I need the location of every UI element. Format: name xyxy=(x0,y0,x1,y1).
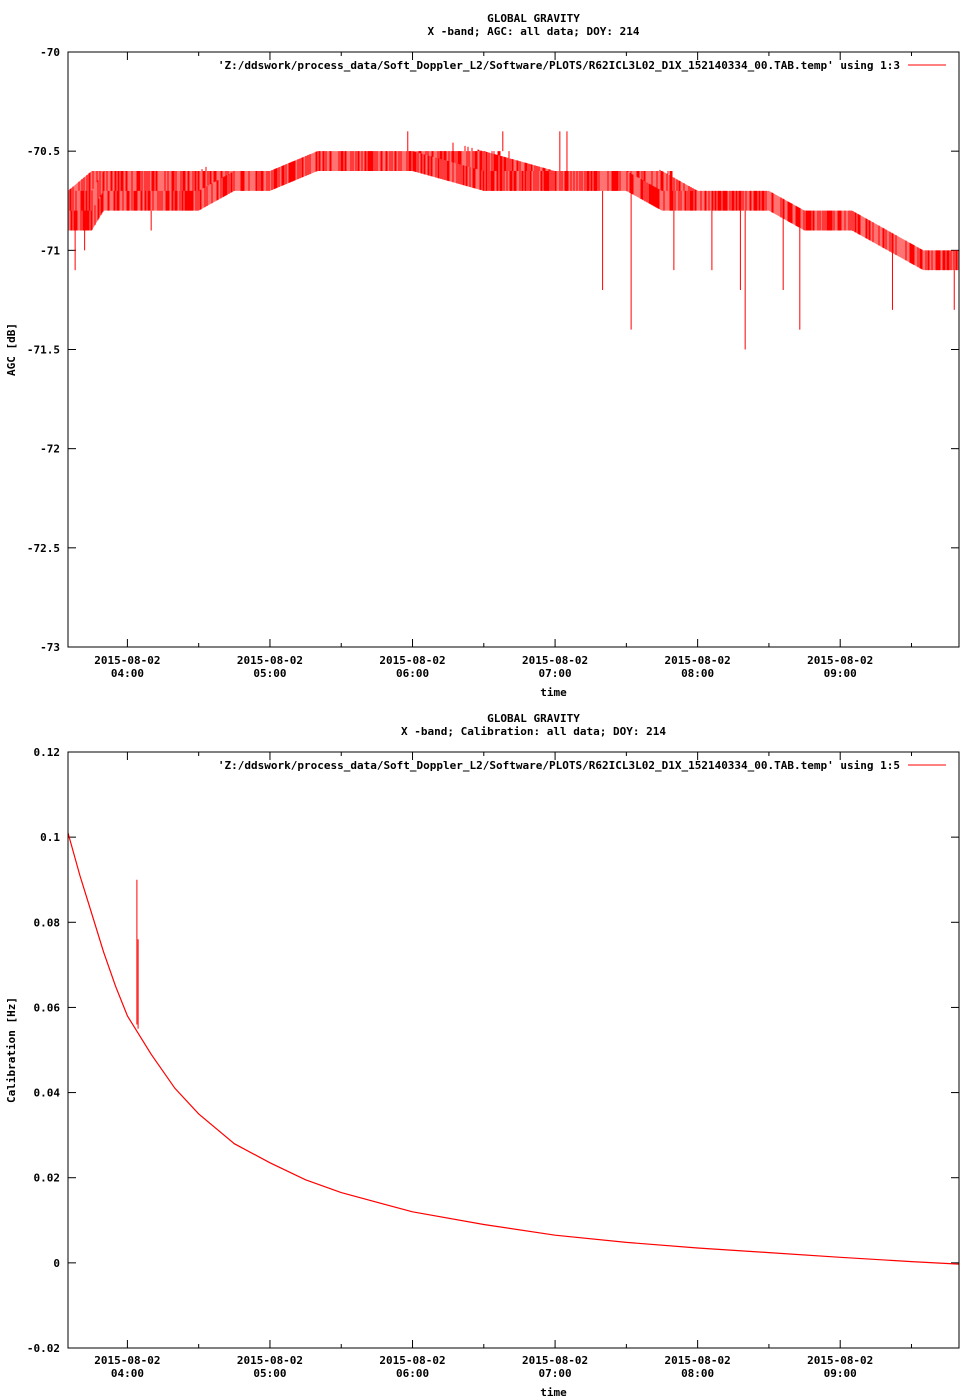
x-tick-date: 2015-08-02 xyxy=(807,654,873,667)
y-tick-label: -71 xyxy=(40,244,60,257)
series-band xyxy=(67,142,959,271)
x-tick-date: 2015-08-02 xyxy=(94,654,160,667)
x-tick-time: 07:00 xyxy=(539,1367,572,1380)
y-tick-label: 0 xyxy=(53,1257,60,1270)
chart-title: GLOBAL GRAVITY xyxy=(487,12,580,25)
y-tick-label: -73 xyxy=(40,641,60,654)
y-tick-label: -72 xyxy=(40,443,60,456)
x-tick-date: 2015-08-02 xyxy=(379,654,445,667)
x-axis-label: time xyxy=(540,1386,567,1399)
y-tick-label: -70.5 xyxy=(27,145,60,158)
plot-frame xyxy=(67,751,960,1349)
y-tick-label: 0.06 xyxy=(34,1001,61,1014)
x-tick-date: 2015-08-02 xyxy=(665,654,731,667)
x-tick-time: 06:00 xyxy=(396,667,429,680)
plot-frame xyxy=(67,51,960,648)
y-tick-label: -72.5 xyxy=(27,542,60,555)
y-tick-label: 0.1 xyxy=(40,831,60,844)
y-tick-label: 0.12 xyxy=(34,746,61,759)
x-axis-label: time xyxy=(540,686,567,699)
x-tick-time: 08:00 xyxy=(681,667,714,680)
y-axis-label: AGC [dB] xyxy=(5,323,18,376)
x-tick-time: 09:00 xyxy=(824,1367,857,1380)
x-tick-date: 2015-08-02 xyxy=(522,1354,588,1367)
legend-label: 'Z:/ddswork/process_data/Soft_Doppler_L2… xyxy=(218,759,900,772)
y-tick-label: 0.08 xyxy=(34,916,61,929)
y-tick-label: 0.02 xyxy=(34,1172,61,1185)
chart-subtitle: X -band; AGC: all data; DOY: 214 xyxy=(428,25,640,38)
x-tick-date: 2015-08-02 xyxy=(522,654,588,667)
x-tick-date: 2015-08-02 xyxy=(665,1354,731,1367)
x-tick-time: 07:00 xyxy=(539,667,572,680)
legend-label: 'Z:/ddswork/process_data/Soft_Doppler_L2… xyxy=(218,59,900,72)
x-tick-date: 2015-08-02 xyxy=(237,654,303,667)
x-tick-time: 09:00 xyxy=(824,667,857,680)
x-tick-time: 04:00 xyxy=(111,1367,144,1380)
x-tick-time: 05:00 xyxy=(253,1367,286,1380)
x-tick-time: 08:00 xyxy=(681,1367,714,1380)
y-tick-label: 0.04 xyxy=(34,1087,61,1100)
y-tick-label: -0.02 xyxy=(27,1342,60,1355)
x-tick-date: 2015-08-02 xyxy=(237,1354,303,1367)
series-line xyxy=(67,832,960,1265)
y-tick-label: -71.5 xyxy=(27,344,60,357)
x-tick-time: 05:00 xyxy=(253,667,286,680)
y-axis-label: Calibration [Hz] xyxy=(5,997,18,1103)
x-tick-date: 2015-08-02 xyxy=(379,1354,445,1367)
x-tick-time: 04:00 xyxy=(111,667,144,680)
x-tick-time: 06:00 xyxy=(396,1367,429,1380)
chart-subtitle: X -band; Calibration: all data; DOY: 214 xyxy=(401,725,666,738)
x-tick-date: 2015-08-02 xyxy=(94,1354,160,1367)
chart-title: GLOBAL GRAVITY xyxy=(487,712,580,725)
y-tick-label: -70 xyxy=(40,46,60,59)
band-fill xyxy=(68,151,959,271)
x-tick-date: 2015-08-02 xyxy=(807,1354,873,1367)
